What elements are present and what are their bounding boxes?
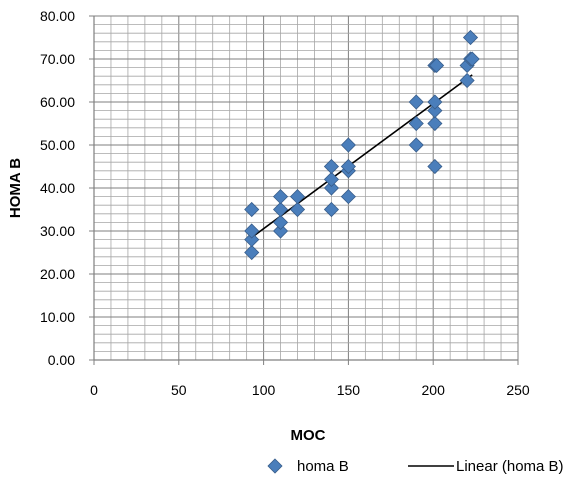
y-tick-label: 60.00 [40, 94, 75, 110]
y-tick-label: 30.00 [40, 223, 75, 239]
y-tick-label: 80.00 [40, 8, 75, 24]
data-point-diamond [323, 180, 340, 196]
x-tick-label: 150 [337, 382, 361, 398]
data-point-diamond [408, 137, 424, 153]
legend-marker-diamond [267, 458, 283, 474]
data-point-diamond [272, 189, 289, 205]
x-tick-label: 50 [171, 382, 187, 398]
data-point-diamond [244, 232, 260, 248]
data-point-diamond [462, 29, 479, 46]
legend: homa B Linear (homa B) [267, 458, 564, 475]
x-axis-ticks: 0 50 100 150 200 250 [90, 360, 530, 398]
plot-grid [94, 16, 518, 360]
data-point-diamond [323, 201, 340, 218]
y-tick-label: 0.00 [48, 352, 75, 368]
data-point-diamond [427, 103, 443, 119]
data-point-diamond [459, 72, 475, 89]
legend-label-homa-b: homa B [297, 458, 349, 475]
data-point-diamond [429, 57, 445, 74]
y-tick-label: 70.00 [40, 51, 75, 67]
y-tick-label: 20.00 [40, 266, 75, 282]
data-point-diamond [272, 223, 289, 239]
data-point-diamond [272, 201, 289, 218]
data-point-diamond [323, 171, 340, 187]
data-point-diamond [289, 201, 306, 218]
x-axis-title: MOC [291, 427, 326, 444]
y-axis-title: HOMA B [7, 158, 24, 218]
data-point-diamond [340, 158, 356, 175]
x-tick-label: 100 [252, 382, 276, 398]
legend-label-linear: Linear (homa B) [456, 458, 564, 475]
y-tick-label: 40.00 [40, 180, 75, 196]
y-tick-label: 50.00 [40, 137, 75, 153]
x-tick-label: 0 [90, 382, 98, 398]
data-point-diamond [244, 244, 260, 261]
data-point-diamond [408, 115, 424, 132]
x-tick-label: 200 [422, 382, 446, 398]
data-points [244, 29, 480, 261]
data-point-diamond [289, 189, 306, 205]
data-point-diamond [464, 51, 480, 67]
data-point-diamond [272, 214, 289, 230]
y-tick-label: 10.00 [40, 309, 75, 325]
x-tick-label: 250 [506, 382, 530, 398]
data-point-diamond [427, 94, 443, 110]
data-point-diamond [427, 115, 443, 132]
data-point-diamond [244, 223, 260, 239]
data-point-diamond [427, 158, 443, 175]
data-point-diamond [408, 94, 424, 110]
data-point-diamond [340, 137, 356, 153]
data-point-diamond [323, 158, 340, 175]
y-axis-ticks: 0.00 10.00 20.00 30.00 40.00 50.00 60.00 70.00 8… [40, 8, 94, 368]
data-point-diamond [244, 201, 260, 218]
data-point-diamond [340, 189, 356, 205]
